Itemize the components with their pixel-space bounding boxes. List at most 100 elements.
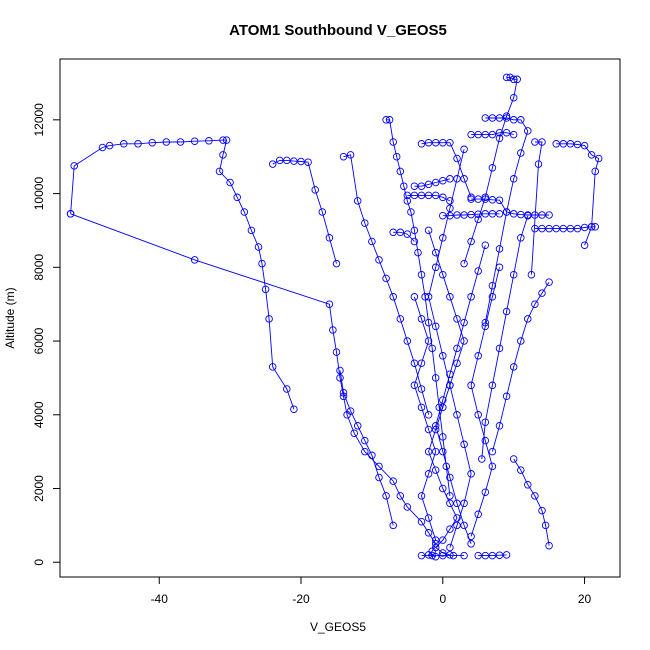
data-point xyxy=(428,344,436,353)
data-point xyxy=(534,160,543,168)
chart-title: ATOM1 Southbound V_GEOS5 xyxy=(229,22,447,39)
data-point xyxy=(545,211,553,219)
data-point xyxy=(120,140,128,148)
data-point xyxy=(439,551,447,560)
data-point xyxy=(424,470,433,478)
data-point xyxy=(439,433,447,441)
data-point xyxy=(389,477,397,485)
data-point xyxy=(488,164,497,172)
data-point xyxy=(268,363,277,371)
data-point xyxy=(552,224,560,233)
data-series xyxy=(431,241,490,548)
data-point xyxy=(258,259,266,268)
data-series xyxy=(478,211,532,463)
data-point xyxy=(467,237,475,246)
data-point xyxy=(424,226,433,235)
data-point xyxy=(375,473,383,482)
data-point xyxy=(417,182,426,190)
data-point xyxy=(474,215,482,224)
data-point xyxy=(538,138,546,146)
data-point xyxy=(467,210,475,219)
data-point xyxy=(446,204,454,213)
data-point xyxy=(495,551,504,559)
data-point xyxy=(233,193,241,202)
series-line xyxy=(484,117,529,323)
data-point xyxy=(396,315,405,323)
data-point xyxy=(446,197,454,205)
data-series xyxy=(481,114,532,327)
data-series xyxy=(417,138,475,202)
data-point xyxy=(396,492,405,500)
data-point xyxy=(488,447,497,456)
series-line xyxy=(442,213,500,217)
data-point xyxy=(431,543,440,552)
data-point xyxy=(417,315,426,323)
data-point xyxy=(467,470,475,478)
x-tick-label: -20 xyxy=(292,592,310,606)
data-point xyxy=(205,137,213,145)
data-point xyxy=(460,337,468,345)
data-series-layer xyxy=(66,73,603,561)
data-point xyxy=(368,451,376,460)
series-line xyxy=(413,296,437,541)
series-line xyxy=(481,215,529,460)
data-point xyxy=(325,300,334,308)
data-point xyxy=(545,224,553,233)
data-point xyxy=(467,130,475,139)
data-point xyxy=(587,223,596,231)
series-line xyxy=(339,370,394,526)
data-point xyxy=(329,326,337,334)
data-point xyxy=(226,178,234,187)
data-point xyxy=(446,543,454,552)
data-series xyxy=(389,228,419,246)
data-point xyxy=(573,140,582,149)
series-line xyxy=(491,281,550,452)
data-point xyxy=(488,293,497,301)
data-point xyxy=(439,403,447,412)
data-point xyxy=(66,210,75,218)
data-point xyxy=(350,429,358,437)
series-line xyxy=(343,154,430,415)
data-point xyxy=(417,385,426,393)
data-point xyxy=(488,210,497,218)
data-point xyxy=(424,425,433,434)
data-point xyxy=(552,140,560,148)
data-point xyxy=(566,140,575,148)
data-point xyxy=(474,510,482,519)
series-line xyxy=(471,132,514,136)
data-point xyxy=(502,307,511,316)
data-point xyxy=(460,145,468,154)
x-tick-label: 0 xyxy=(439,592,446,606)
data-point xyxy=(439,536,447,544)
data-point xyxy=(506,73,514,82)
data-point xyxy=(417,403,426,412)
data-point xyxy=(176,138,185,146)
data-point xyxy=(467,195,475,203)
y-tick-label: 0 xyxy=(32,559,46,566)
data-point xyxy=(361,219,369,227)
data-point xyxy=(502,551,511,559)
data-point xyxy=(488,196,497,204)
data-point xyxy=(524,127,532,135)
data-point xyxy=(410,381,419,390)
data-point xyxy=(283,156,291,165)
data-point xyxy=(467,381,475,390)
data-point xyxy=(424,529,433,537)
data-point xyxy=(513,75,521,84)
data-point xyxy=(531,492,539,500)
data-point xyxy=(495,134,504,143)
y-axis: 0 2000 4000 6000 8000 10000 12000 xyxy=(32,103,61,566)
data-point xyxy=(488,281,497,290)
data-point xyxy=(460,551,468,560)
data-point xyxy=(538,289,546,297)
data-point xyxy=(509,93,518,102)
data-point xyxy=(375,256,383,264)
data-point xyxy=(453,499,461,508)
data-point xyxy=(424,180,433,189)
data-point xyxy=(105,141,114,150)
data-point xyxy=(509,210,518,218)
data-point xyxy=(325,234,334,242)
data-point xyxy=(98,143,107,152)
data-point xyxy=(417,191,426,200)
data-point xyxy=(396,228,405,237)
